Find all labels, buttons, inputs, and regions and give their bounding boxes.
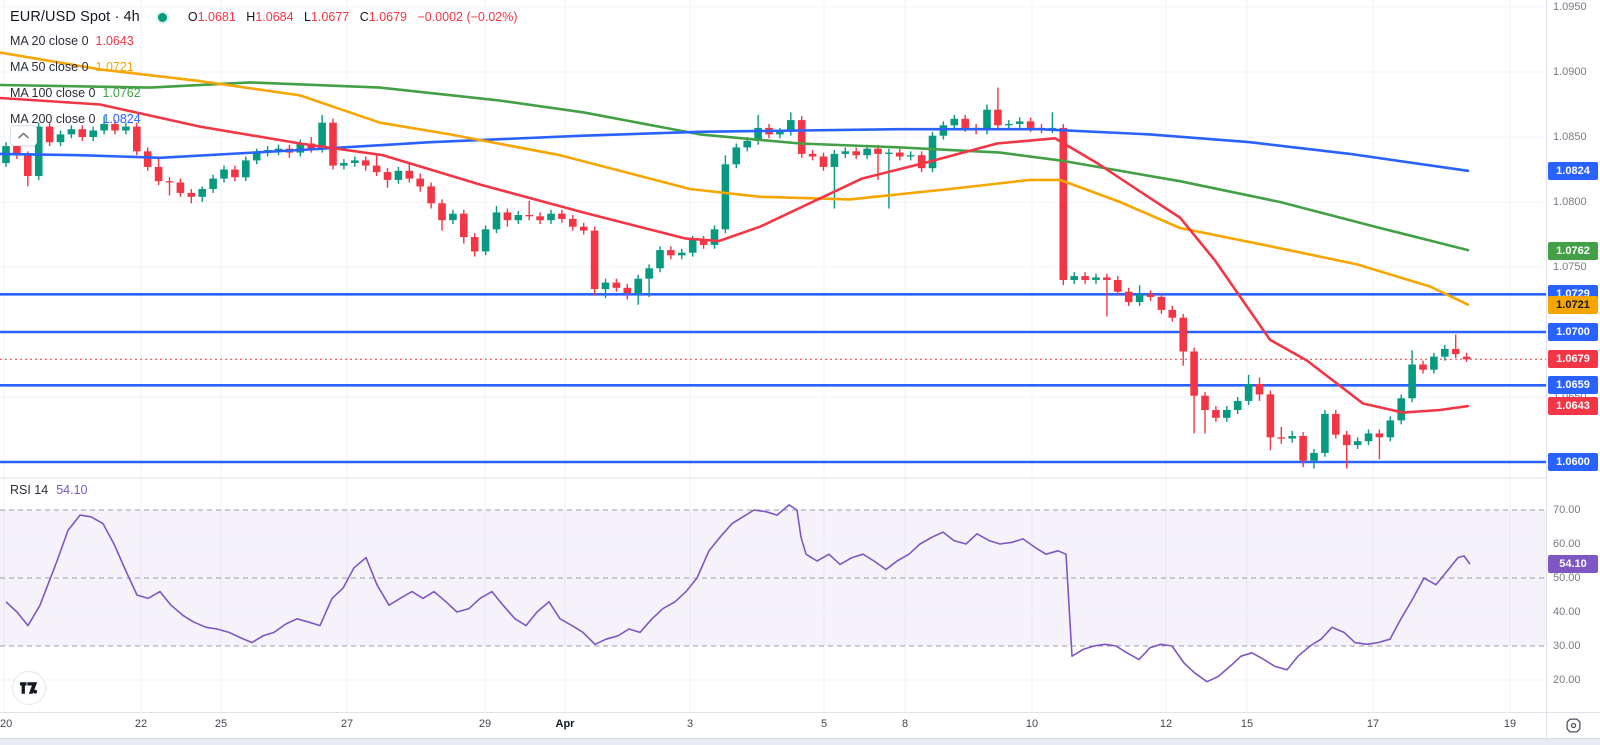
price-badge: 1.0600 [1548, 453, 1598, 471]
time-axis-tick: 8 [901, 718, 909, 730]
ma-200 [0, 127, 1470, 173]
rsi-axis-label: 30.00 [1553, 640, 1581, 652]
horizontal-levels [0, 292, 1546, 464]
grid [0, 0, 1546, 712]
time-settings-gear-button[interactable] [1562, 714, 1584, 736]
chart-plot-area[interactable] [0, 0, 1546, 738]
price-axis[interactable]: 1.09501.09001.08501.08001.07501.065070.0… [1546, 0, 1600, 738]
ma-200-label: MA 200 close 0 [10, 112, 96, 126]
high-value: 1.0684 [255, 10, 294, 24]
time-axis-tick: 29 [478, 718, 492, 730]
rsi-band [0, 509, 1546, 681]
time-axis-tick: 27 [340, 718, 354, 730]
close-label: C [359, 10, 369, 24]
ma-50-legend-row[interactable]: MA 50 close 0 1.0721 [10, 54, 518, 80]
change-value: −0.0002 (−0.02%) [417, 10, 518, 24]
rsi-axis-label: 60.00 [1553, 538, 1581, 550]
ma-50-value: 1.0721 [95, 60, 134, 74]
legend: EUR/USD Spot · 4h O1.0681 H1.0684 L1.067… [10, 6, 518, 132]
ma-line-100[interactable] [0, 81, 1470, 252]
time-axis-tick: 15 [1240, 718, 1254, 730]
ma-100 [0, 81, 1470, 252]
candles [2, 87, 1471, 469]
gear-icon [1565, 717, 1581, 733]
price-axis-label: 1.0750 [1553, 261, 1587, 273]
open-label: O [187, 10, 198, 24]
price-badge: 1.0700 [1548, 323, 1598, 341]
time-axis-tick: 22 [134, 718, 148, 730]
ma-20 [0, 96, 1470, 414]
rsi-value: 54.10 [56, 483, 88, 497]
rsi-label: RSI 14 [10, 483, 49, 497]
ma-50 [0, 51, 1470, 307]
tradingview-logo-icon [20, 682, 38, 694]
time-axis-tick: 25 [214, 718, 228, 730]
price-badge: 1.0721 [1548, 295, 1598, 314]
ma-200-value: 1.0824 [102, 112, 141, 126]
rsi-line[interactable] [5, 504, 1471, 683]
price-badge: 1.0679 [1548, 350, 1598, 369]
low-value: 1.0677 [310, 10, 350, 24]
ma-line-50[interactable] [0, 51, 1470, 307]
ma-20-value: 1.0643 [95, 34, 134, 48]
price-axis-label: 1.0950 [1553, 1, 1587, 13]
time-axis-tick: 19 [1503, 718, 1517, 730]
ma-50-label: MA 50 close 0 [10, 60, 89, 74]
price-badge: 1.0659 [1548, 376, 1598, 395]
rsi-legend-row[interactable]: RSI 14 54.10 [10, 483, 88, 497]
tradingview-logo[interactable] [12, 671, 46, 705]
rsi-axis-label: 70.00 [1553, 504, 1581, 516]
rsi-axis-label: 40.00 [1553, 606, 1581, 618]
price-axis-label: 1.0900 [1553, 66, 1587, 78]
close-value: 1.0679 [368, 10, 407, 24]
ma-20-legend-row[interactable]: MA 20 close 0 1.0643 [10, 28, 518, 54]
time-axis-tick: 3 [686, 718, 694, 730]
price-axis-label: 1.0800 [1553, 196, 1587, 208]
price-badge: 1.0762 [1548, 242, 1598, 261]
price-badge: 1.0643 [1548, 397, 1598, 416]
instrument-status-dot-icon [157, 12, 167, 22]
collapse-legend-button[interactable] [10, 125, 37, 146]
ma-20-label: MA 20 close 0 [10, 34, 89, 48]
ma-line-200[interactable] [0, 127, 1470, 173]
symbol-legend-row[interactable]: EUR/USD Spot · 4h O1.0681 H1.0684 L1.067… [10, 6, 518, 28]
chevron-up-icon [18, 132, 29, 139]
low-label: L [304, 10, 311, 24]
time-axis-tick: 17 [1366, 718, 1380, 730]
time-axis-tick: 5 [820, 718, 828, 730]
symbol-title[interactable]: EUR/USD Spot · 4h [10, 9, 140, 25]
rsi-value-badge: 54.10 [1548, 555, 1598, 574]
ma-100-legend-row[interactable]: MA 100 close 0 1.0762 [10, 80, 518, 106]
open-value: 1.0681 [197, 10, 236, 24]
rsi [5, 504, 1471, 683]
ma-200-legend-row[interactable]: MA 200 close 0 1.0824 [10, 106, 518, 132]
ma-100-label: MA 100 close 0 [10, 86, 96, 100]
price-badge: 1.0824 [1548, 161, 1598, 180]
time-axis-tick: Apr [555, 718, 575, 730]
ma-100-value: 1.0762 [102, 86, 141, 100]
time-axis-tick: 12 [1159, 718, 1173, 730]
bottom-strip [0, 738, 1600, 745]
rsi-axis-label: 20.00 [1553, 674, 1581, 686]
time-axis[interactable]: 20 22 25 27 29 Apr 3 5 8 10 12 15 17 19 [0, 712, 1600, 739]
price-axis-label: 1.0850 [1553, 131, 1587, 143]
ma-line-20[interactable] [0, 96, 1470, 414]
time-axis-tick: 20 [0, 718, 13, 730]
price-axis-separator [1546, 0, 1547, 738]
time-axis-tick: 10 [1025, 718, 1039, 730]
ohlc-values: O1.0681 H1.0684 L1.0677 C1.0679 −0.0002 … [181, 10, 518, 24]
high-label: H [246, 10, 256, 24]
rsi-axis-label: 50.00 [1553, 572, 1581, 584]
